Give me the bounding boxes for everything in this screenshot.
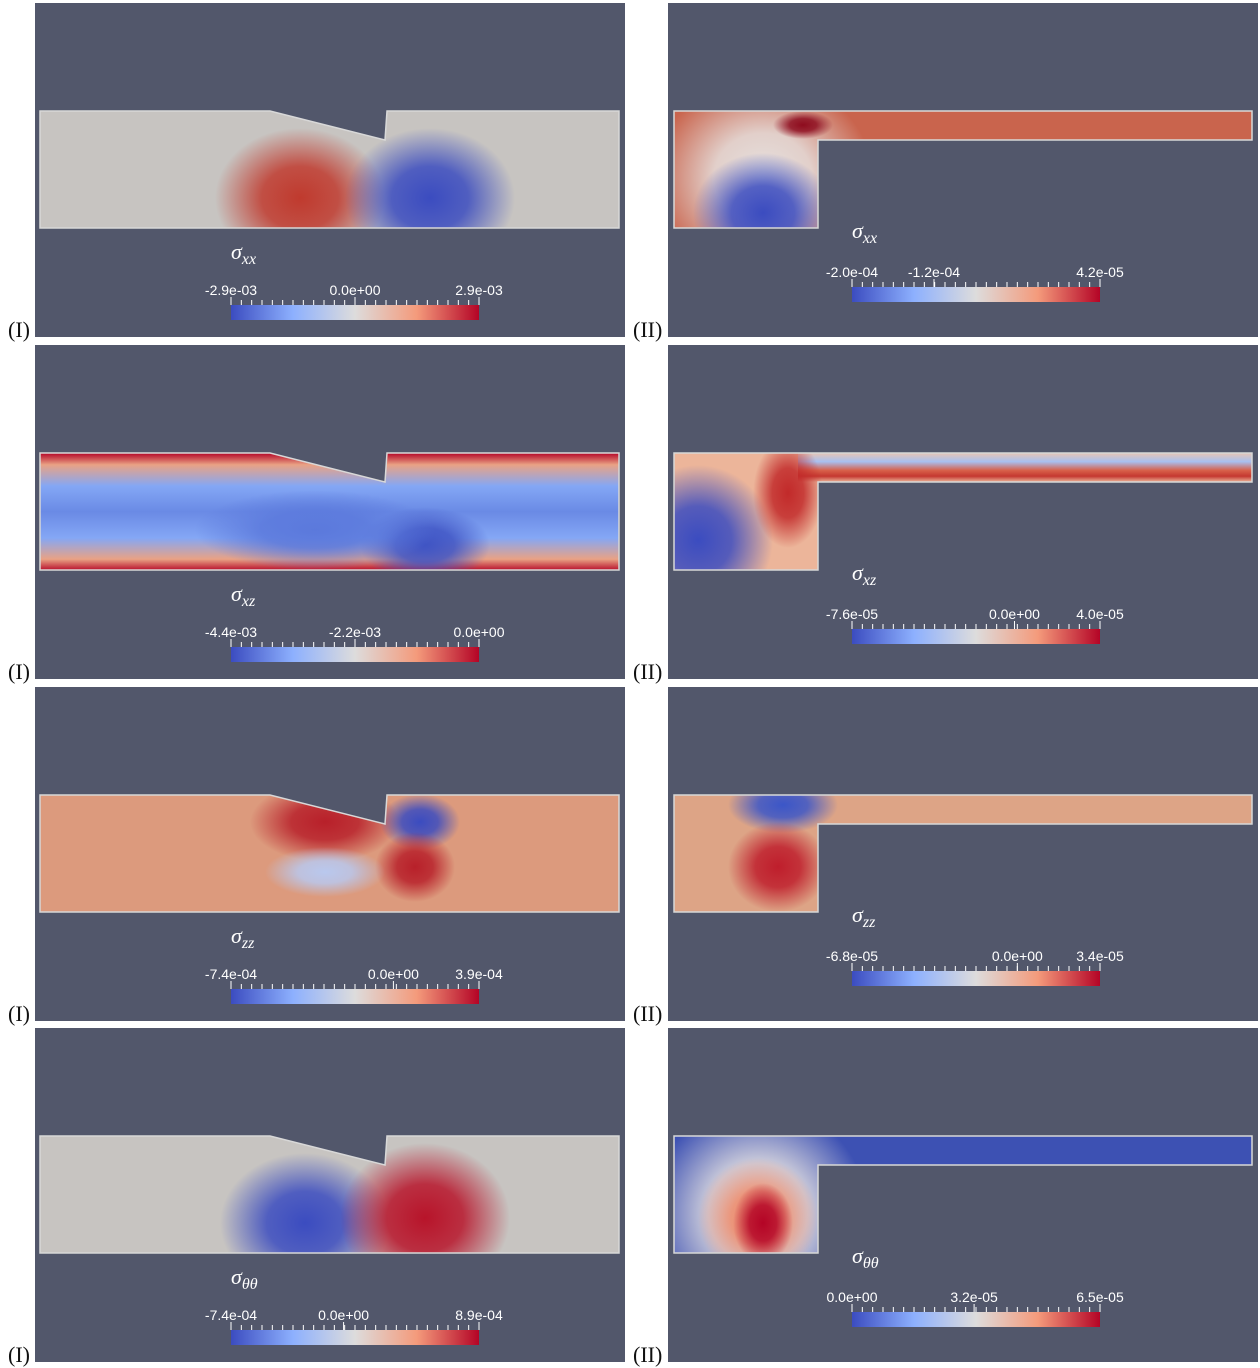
panel: σxz -4.4e-03 -2.2e-03 0.0e+00	[35, 345, 625, 679]
symbol: σ	[852, 560, 864, 585]
subscript: xx	[862, 230, 877, 247]
field-blob	[733, 1183, 793, 1253]
colorbar-label: -1.2e-04	[908, 264, 960, 280]
colorbar	[231, 1330, 479, 1345]
symbol: σ	[852, 902, 864, 927]
symbol: σ	[231, 239, 243, 264]
colorbar-label: -2.2e-03	[329, 624, 381, 640]
colorbar-label: -7.4e-04	[205, 1307, 257, 1323]
stress-symbol: σxx	[231, 239, 256, 268]
subscript: zz	[241, 935, 255, 952]
domain-outline	[673, 794, 1253, 913]
field-strip	[798, 453, 1252, 482]
subscript: θθ	[242, 1276, 258, 1293]
field-blob	[693, 153, 833, 228]
panel-label: (I)	[8, 659, 30, 684]
domain-outline	[39, 110, 620, 229]
field-blob	[728, 822, 828, 912]
colorbar	[231, 305, 479, 320]
symbol: σ	[852, 1243, 864, 1268]
colorbar-label: 0.0e+00	[992, 948, 1043, 964]
stress-symbol: σzz	[231, 923, 255, 952]
stress-field	[40, 111, 619, 228]
panel-label: (II)	[633, 1342, 662, 1367]
subscript: xz	[862, 572, 877, 589]
colorbar-label: 8.9e-04	[455, 1307, 503, 1323]
domain-outline	[673, 452, 1253, 571]
colorbar-label: 0.0e+00	[827, 1289, 878, 1305]
domain-outline	[673, 1135, 1253, 1254]
symbol: σ	[852, 218, 864, 243]
panel-label: (II)	[633, 659, 662, 684]
subscript: zz	[862, 914, 876, 931]
field-blob	[215, 128, 385, 228]
colorbar	[231, 989, 479, 1004]
colorbar-label: 4.0e-05	[1076, 606, 1124, 622]
panel: σθθ 0.0e+00 3.2e-05 6.5e-05	[668, 1028, 1258, 1362]
field-blob	[340, 1143, 510, 1253]
colorbar-label: -6.8e-05	[826, 948, 878, 964]
symbol: σ	[231, 581, 243, 606]
colorbar-label: -7.6e-05	[826, 606, 878, 622]
colorbar-label: -7.4e-04	[205, 966, 257, 982]
field-blob	[345, 128, 515, 228]
panel-label: (I)	[8, 1342, 30, 1367]
field-blob	[674, 465, 773, 570]
subscript: xz	[241, 593, 256, 610]
field-blob	[728, 795, 838, 833]
colorbar-label: 0.0e+00	[368, 966, 419, 982]
stress-field	[40, 1136, 619, 1253]
colorbar	[852, 971, 1100, 986]
panel: σzz -6.8e-05 0.0e+00 3.4e-05	[668, 687, 1258, 1021]
stress-symbol: σxz	[852, 560, 877, 589]
colorbar-label: 0.0e+00	[989, 606, 1040, 622]
colorbar-label: 0.0e+00	[454, 624, 505, 640]
colorbar	[852, 287, 1100, 302]
panel: σxx -2.0e-04 -1.2e-04 4.2e-05	[668, 3, 1258, 337]
panel: σzz -7.4e-04 0.0e+00 3.9e-04	[35, 687, 625, 1021]
colorbar-label: -2.9e-03	[205, 282, 257, 298]
field-blob	[195, 490, 435, 570]
panel-label: (II)	[633, 317, 662, 342]
domain-outline	[39, 794, 620, 913]
field-blob	[375, 832, 455, 902]
colorbar	[852, 629, 1100, 644]
colorbar-label: -4.4e-03	[205, 624, 257, 640]
field-blob	[773, 111, 833, 139]
stress-symbol: σxz	[231, 581, 256, 610]
field-blob	[265, 847, 385, 897]
subscript: θθ	[863, 1255, 879, 1272]
domain-outline	[39, 452, 620, 571]
domain-outline	[673, 110, 1253, 229]
stress-field	[40, 453, 619, 570]
domain-outline	[39, 1135, 620, 1254]
stress-symbol: σθθ	[231, 1264, 258, 1293]
colorbar-label: 6.5e-05	[1076, 1289, 1124, 1305]
panel: σxz -7.6e-05 0.0e+00 4.0e-05	[668, 345, 1258, 679]
colorbar-label: 0.0e+00	[330, 282, 381, 298]
panel: σθθ -7.4e-04 0.0e+00 8.9e-04	[35, 1028, 625, 1362]
colorbar-label: -2.0e-04	[826, 264, 878, 280]
colorbar-label: 3.2e-05	[950, 1289, 998, 1305]
panel: σxx -2.9e-03 0.0e+00 2.9e-03	[35, 3, 625, 337]
panel-label: (I)	[8, 1001, 30, 1026]
colorbar-label: 3.4e-05	[1076, 948, 1124, 964]
stress-symbol: σxx	[852, 218, 877, 247]
colorbar-label: 3.9e-04	[455, 966, 503, 982]
colorbar-label: 4.2e-05	[1076, 264, 1124, 280]
colorbar	[231, 647, 479, 662]
panel-label: (II)	[633, 1001, 662, 1026]
stress-symbol: σθθ	[852, 1243, 879, 1272]
stress-symbol: σzz	[852, 902, 876, 931]
field-blob	[753, 453, 823, 548]
colorbar-label: 2.9e-03	[455, 282, 503, 298]
colorbar-label: 0.0e+00	[318, 1307, 369, 1323]
subscript: xx	[241, 251, 256, 268]
symbol: σ	[231, 923, 243, 948]
panel-label: (I)	[8, 317, 30, 342]
colorbar	[852, 1312, 1100, 1327]
symbol: σ	[231, 1264, 243, 1289]
